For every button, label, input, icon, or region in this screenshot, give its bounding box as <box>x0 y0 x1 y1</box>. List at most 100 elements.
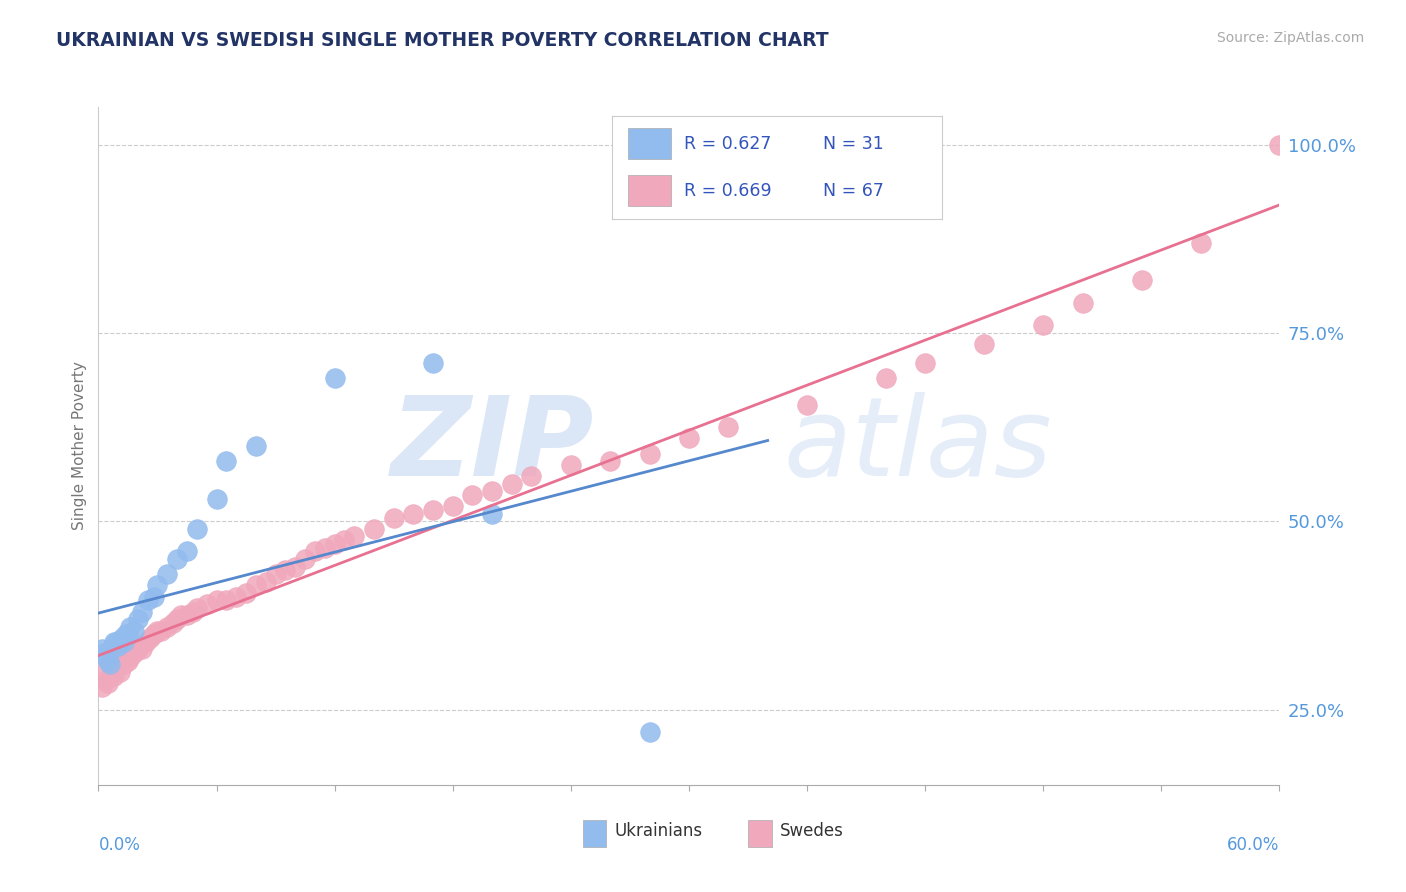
Point <box>103 635 125 649</box>
Point <box>117 627 139 641</box>
Point <box>245 578 267 592</box>
Point <box>118 649 141 664</box>
Point <box>97 676 120 690</box>
Point <box>1268 137 1291 152</box>
Point <box>284 559 307 574</box>
Point <box>638 725 661 739</box>
Point <box>107 654 129 668</box>
FancyBboxPatch shape <box>748 821 772 847</box>
Point <box>91 680 114 694</box>
Point <box>115 627 138 641</box>
Text: 60.0%: 60.0% <box>1227 836 1279 854</box>
Point <box>112 635 135 649</box>
Point <box>91 642 114 657</box>
Point <box>304 544 326 558</box>
Point <box>195 597 218 611</box>
Point <box>117 654 139 668</box>
Y-axis label: Single Mother Poverty: Single Mother Poverty <box>72 361 87 531</box>
Point <box>103 669 125 683</box>
FancyBboxPatch shape <box>628 128 671 159</box>
Point <box>461 488 484 502</box>
Point <box>235 586 257 600</box>
Point <box>112 657 135 672</box>
Point <box>323 537 346 551</box>
Point <box>166 612 188 626</box>
Text: atlas: atlas <box>783 392 1052 500</box>
Text: Ukrainians: Ukrainians <box>614 822 703 840</box>
Text: UKRAINIAN VS SWEDISH SINGLE MOTHER POVERTY CORRELATION CHART: UKRAINIAN VS SWEDISH SINGLE MOTHER POVER… <box>56 31 830 50</box>
FancyBboxPatch shape <box>582 821 606 847</box>
Point <box>422 503 444 517</box>
Point <box>314 541 336 555</box>
Text: R = 0.627: R = 0.627 <box>685 135 772 153</box>
Point <box>973 337 995 351</box>
Point <box>875 371 897 385</box>
Point <box>93 646 115 660</box>
Point <box>93 665 115 679</box>
Point <box>1032 318 1054 333</box>
Point <box>254 574 277 589</box>
Point <box>225 590 247 604</box>
Text: N = 31: N = 31 <box>823 135 884 153</box>
Point <box>382 510 405 524</box>
Point <box>422 356 444 370</box>
Point <box>107 639 129 653</box>
Point <box>111 631 134 645</box>
Point <box>118 620 141 634</box>
Point <box>96 649 118 664</box>
Point <box>98 657 121 672</box>
Point <box>264 567 287 582</box>
Point <box>1071 296 1094 310</box>
Text: Swedes: Swedes <box>780 822 844 840</box>
Point <box>560 458 582 472</box>
Point <box>186 601 208 615</box>
Text: N = 67: N = 67 <box>823 182 884 200</box>
Point <box>136 593 159 607</box>
Point <box>156 567 179 582</box>
Point <box>98 657 121 672</box>
Point <box>599 454 621 468</box>
Point <box>1189 235 1212 250</box>
Point <box>245 439 267 453</box>
Point <box>274 563 297 577</box>
Point <box>520 469 543 483</box>
Point <box>142 590 165 604</box>
Point <box>170 608 193 623</box>
Point <box>127 612 149 626</box>
Point <box>323 371 346 385</box>
Point <box>215 454 238 468</box>
Point <box>481 484 503 499</box>
Point <box>97 654 120 668</box>
Point <box>166 552 188 566</box>
Point <box>127 642 149 657</box>
Point <box>122 646 145 660</box>
Point <box>122 624 145 638</box>
Point <box>638 446 661 460</box>
Point <box>215 593 238 607</box>
Text: Source: ZipAtlas.com: Source: ZipAtlas.com <box>1216 31 1364 45</box>
Point <box>131 642 153 657</box>
Point <box>181 605 204 619</box>
Point <box>135 635 157 649</box>
Point <box>96 673 118 687</box>
Point <box>142 627 165 641</box>
Point <box>343 529 366 543</box>
Text: 0.0%: 0.0% <box>98 836 141 854</box>
Point <box>156 620 179 634</box>
Point <box>205 491 228 506</box>
Point <box>205 593 228 607</box>
Point <box>176 544 198 558</box>
Point <box>105 649 128 664</box>
Point <box>146 578 169 592</box>
Point <box>138 631 160 645</box>
Point <box>914 356 936 370</box>
Point <box>481 507 503 521</box>
Point <box>101 665 124 679</box>
FancyBboxPatch shape <box>628 176 671 206</box>
Point <box>294 552 316 566</box>
Point <box>176 608 198 623</box>
Point <box>101 642 124 657</box>
Point <box>796 398 818 412</box>
Point <box>146 624 169 638</box>
Point <box>501 476 523 491</box>
